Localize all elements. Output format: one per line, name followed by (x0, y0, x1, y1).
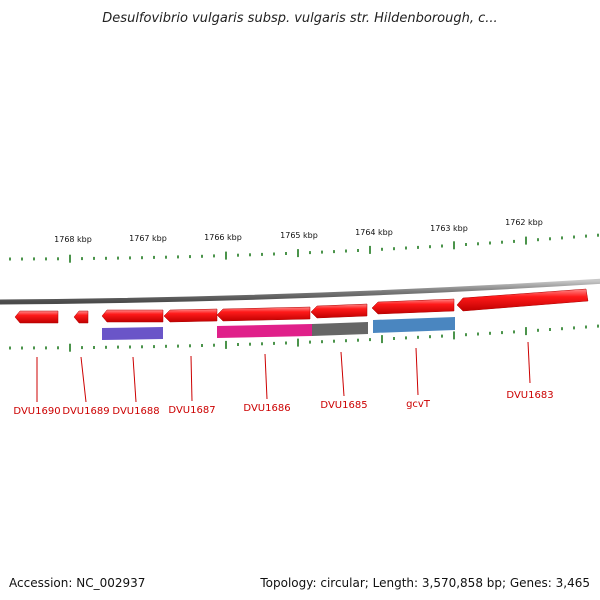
gene-track (14, 288, 589, 324)
label-connector (132, 356, 137, 403)
map-title: Desulfovibrio vulgaris subsp. vulgaris s… (102, 11, 497, 26)
gene-arrow-dvu1683[interactable] (456, 288, 589, 312)
feature-bar-gray[interactable] (312, 322, 368, 336)
gene-arrow-dvu1688[interactable] (101, 309, 164, 323)
label-connector (527, 341, 531, 384)
chromosome-backbone (0, 278, 600, 305)
position-ruler: 1768 kbp 1767 kbp 1766 kbp 1765 kbp 1764… (9, 218, 599, 263)
ruler-ticks (9, 233, 599, 263)
label-connector (80, 356, 87, 403)
gene-label-dvu1689[interactable]: DVU1689 (62, 406, 109, 417)
gene-arrow-dvu1690[interactable] (14, 310, 59, 324)
gene-arrow-dvu1689[interactable] (73, 310, 89, 324)
gene-labels: DVU1690 DVU1689 DVU1688 DVU1687 DVU1686 … (13, 341, 554, 417)
gene-label-dvu1690[interactable]: DVU1690 (13, 406, 60, 417)
gene-label-gcvt[interactable]: gcvT (406, 399, 431, 410)
gene-arrow-gcvt[interactable] (371, 298, 455, 315)
label-connector (415, 347, 419, 396)
ruler-label-1767: 1767 kbp (129, 234, 167, 243)
feature-bar-magenta[interactable] (217, 324, 312, 338)
label-connector (190, 355, 193, 402)
gene-arrow-dvu1687[interactable] (163, 308, 218, 323)
ruler-label-1765: 1765 kbp (280, 231, 318, 240)
gene-label-dvu1685[interactable]: DVU1685 (320, 400, 367, 411)
gene-label-dvu1686[interactable]: DVU1686 (243, 403, 290, 414)
gene-arrow-dvu1685[interactable] (310, 303, 368, 319)
lower-scale (9, 324, 599, 352)
gene-label-dvu1683[interactable]: DVU1683 (506, 390, 553, 401)
feature-bar-blue[interactable] (373, 317, 455, 333)
gene-arrow-dvu1686[interactable] (216, 306, 311, 322)
ruler-labels: 1768 kbp 1767 kbp 1766 kbp 1765 kbp 1764… (54, 218, 543, 244)
feature-track (102, 317, 455, 340)
feature-bar-purple[interactable] (102, 327, 163, 340)
ruler-label-1766: 1766 kbp (204, 233, 242, 242)
accession-text: Accession: NC_002937 (9, 576, 145, 590)
ruler-label-1763: 1763 kbp (430, 224, 468, 233)
genome-summary-text: Topology: circular; Length: 3,570,858 bp… (259, 576, 590, 590)
gene-label-dvu1688[interactable]: DVU1688 (112, 406, 159, 417)
label-connector (340, 351, 345, 397)
ruler-label-1768: 1768 kbp (54, 235, 92, 244)
ruler-label-1762: 1762 kbp (505, 218, 543, 227)
gene-label-dvu1687[interactable]: DVU1687 (168, 405, 215, 416)
label-connector (264, 353, 268, 400)
ruler-label-1764: 1764 kbp (355, 228, 393, 237)
